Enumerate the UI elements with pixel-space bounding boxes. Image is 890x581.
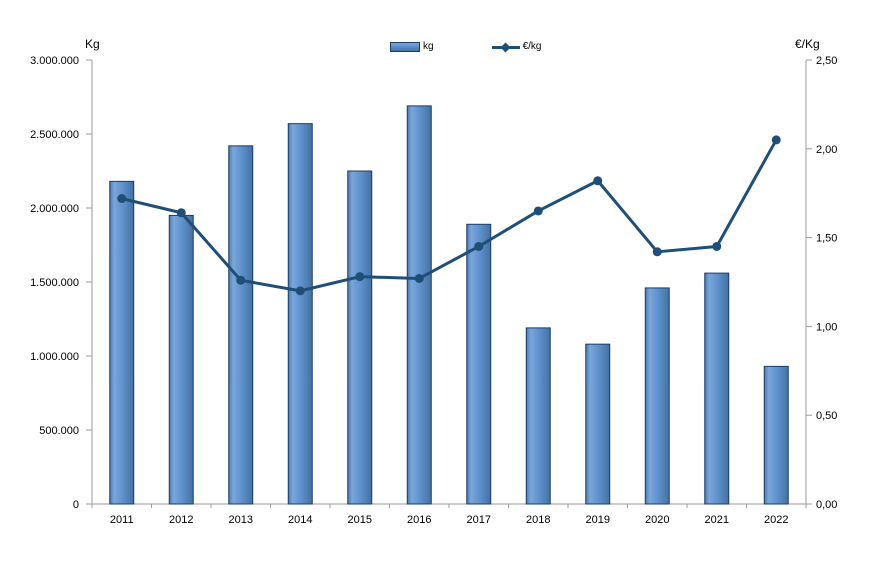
bar-2015	[347, 170, 373, 505]
bar-2020	[644, 287, 670, 505]
legend-item-kg: kg	[390, 39, 434, 55]
right-axis-title: €/Kg	[795, 37, 820, 51]
right-axis-tick-label: 0,50	[816, 410, 837, 422]
price-line	[120, 138, 778, 293]
left-axis-tick-label: 2.000.000	[30, 203, 79, 215]
bar-2012	[168, 214, 194, 505]
bar-2021	[704, 272, 730, 505]
bar-2019	[585, 343, 611, 505]
right-axis-tick-label: 2,00	[816, 144, 837, 156]
line-marker-2013	[236, 275, 246, 285]
bar-2013	[228, 145, 254, 505]
line-marker-2021	[712, 241, 722, 251]
x-axis-category-label: 2014	[288, 514, 312, 526]
line-marker-2014	[295, 286, 305, 296]
legend-label-eur-per-kg: €/kg	[522, 41, 542, 52]
bar-2014	[287, 123, 313, 505]
x-axis-category-label: 2018	[526, 514, 550, 526]
line-marker-2016	[414, 273, 424, 283]
bar-2011	[109, 180, 135, 505]
line-series-swatch-icon	[491, 42, 520, 52]
left-axis-tick-label: 3.000.000	[30, 55, 79, 67]
bar-2018	[525, 327, 551, 505]
line-marker-2022	[771, 135, 781, 145]
bar-2017	[466, 223, 492, 505]
left-axis-tick-label: 2.500.000	[30, 129, 79, 141]
x-axis-category-label: 2013	[229, 514, 253, 526]
line-marker-2017	[474, 241, 484, 251]
x-axis-category-label: 2011	[110, 514, 134, 526]
left-axis-tick-label: 0	[73, 499, 79, 511]
legend-label-kg: kg	[423, 41, 434, 52]
x-axis-category-label: 2022	[764, 514, 788, 526]
right-axis-tick-label: 2,50	[816, 55, 837, 67]
left-axis-tick-label: 1.500.000	[30, 277, 79, 289]
line-marker-2019	[593, 176, 603, 186]
line-marker-2018	[533, 206, 543, 216]
x-axis-category-label: 2017	[467, 514, 491, 526]
bar-2022	[763, 365, 789, 505]
x-axis-category-label: 2021	[705, 514, 729, 526]
left-axis-tick-label: 1.000.000	[30, 351, 79, 363]
bar-series-swatch-icon	[390, 42, 420, 52]
line-marker-2011	[117, 194, 127, 204]
left-axis-title: Kg	[85, 37, 100, 51]
x-axis-category-label: 2020	[645, 514, 669, 526]
line-marker-2020	[652, 247, 662, 257]
line-marker-2012	[176, 208, 186, 218]
right-axis-tick-label: 0,00	[816, 499, 837, 511]
right-axis-tick-label: 1,00	[816, 321, 837, 333]
x-axis-category-label: 2019	[586, 514, 610, 526]
right-axis-tick-label: 1,50	[816, 233, 837, 245]
left-axis-tick-label: 500.000	[39, 425, 79, 437]
line-marker-2015	[355, 272, 365, 282]
legend-item-eur-per-kg: €/kg	[491, 39, 542, 55]
x-axis-category-label: 2012	[169, 514, 193, 526]
chart-legend: kg €/kg	[390, 39, 541, 55]
x-axis-category-label: 2016	[407, 514, 431, 526]
x-axis-category-label: 2015	[348, 514, 372, 526]
bar-2016	[406, 105, 432, 505]
